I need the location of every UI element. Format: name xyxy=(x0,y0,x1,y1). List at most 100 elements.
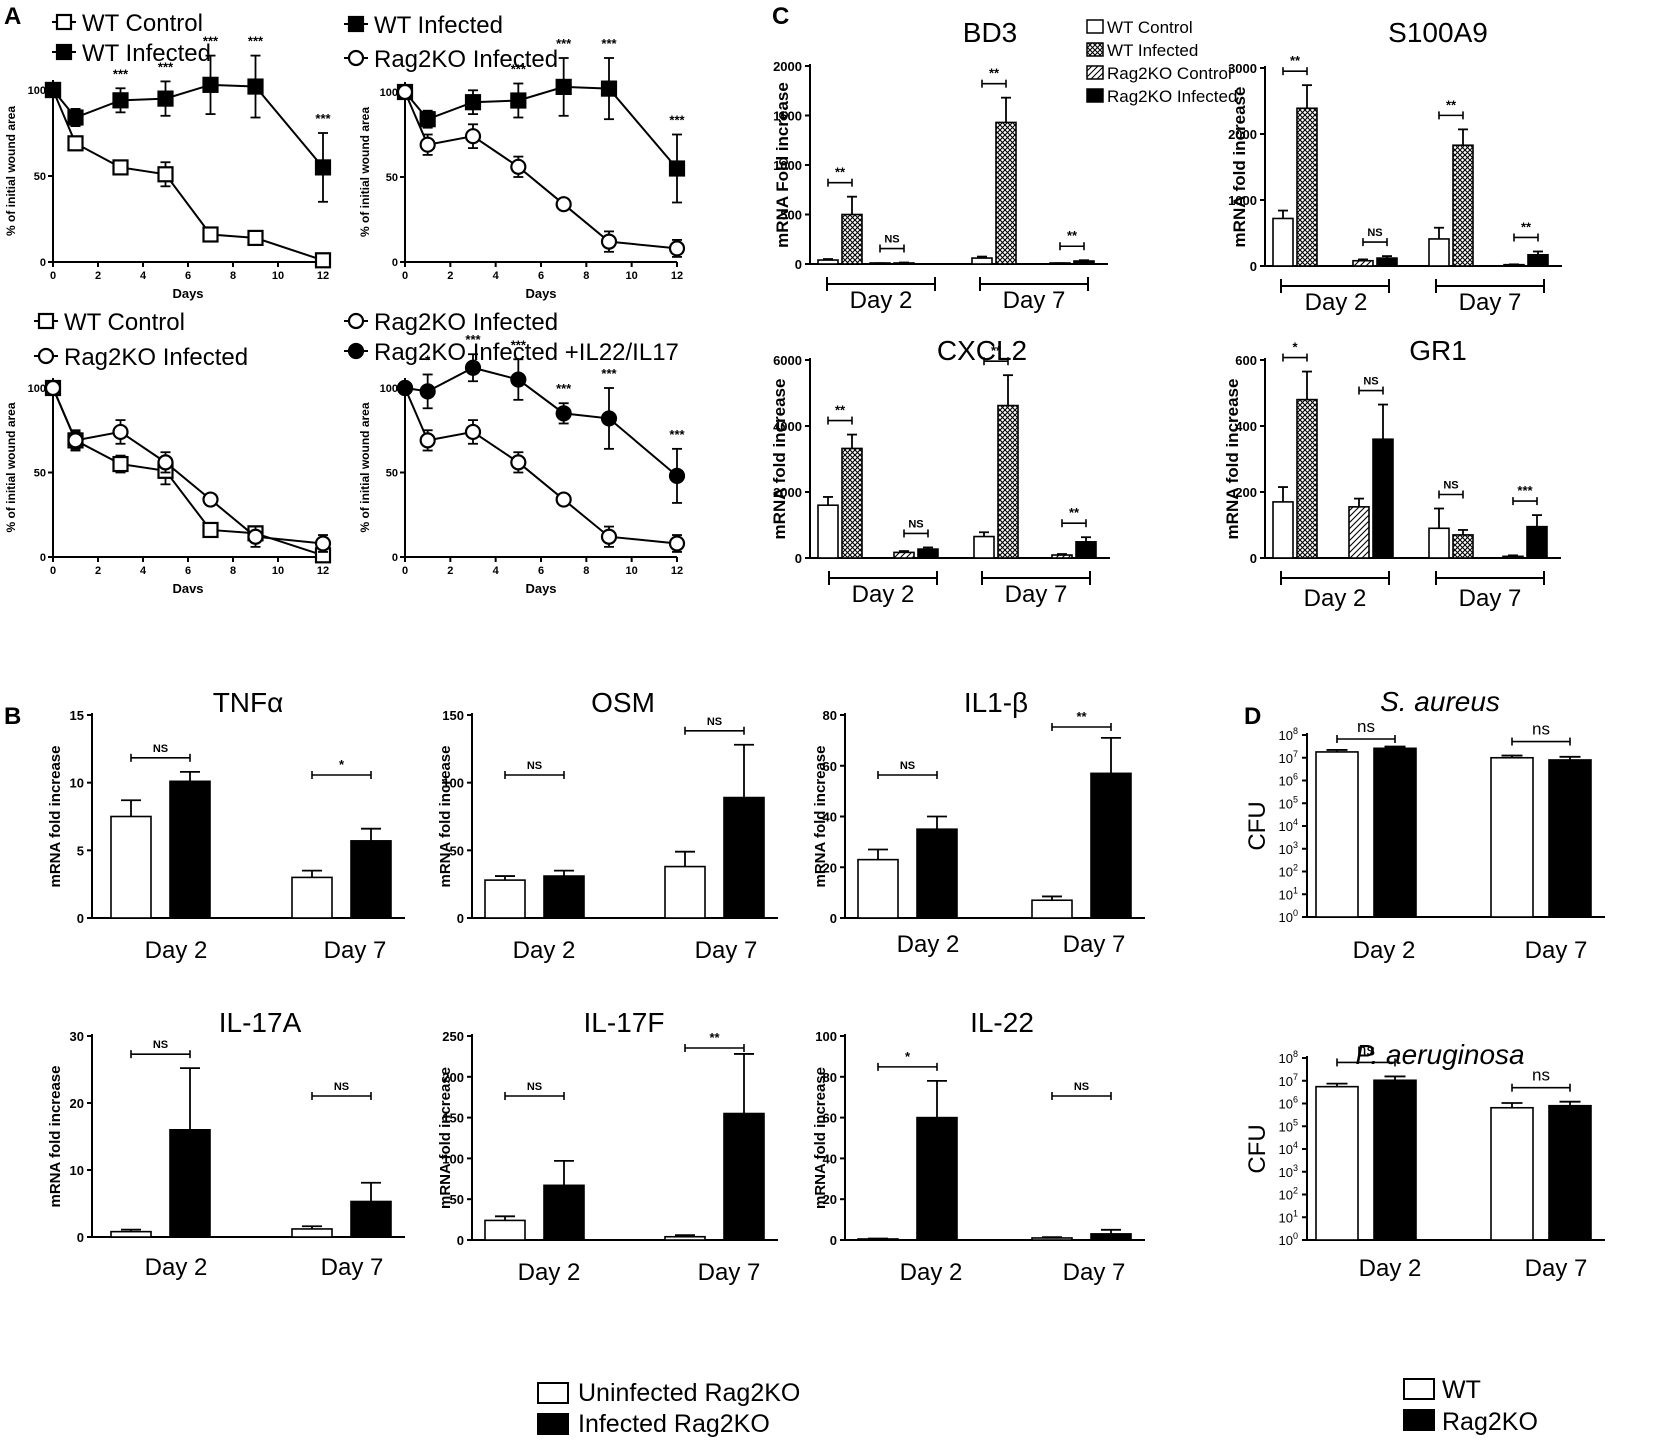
bar xyxy=(841,213,863,265)
bar xyxy=(291,1228,333,1238)
x-tick-label: 2 xyxy=(447,565,453,577)
data-point xyxy=(112,423,129,441)
y-tick-label: 100 xyxy=(380,383,398,395)
bar xyxy=(664,865,706,919)
series-wt-control xyxy=(44,81,332,269)
y-tick-label: 105 xyxy=(1279,1117,1298,1134)
group-label: Day 2 xyxy=(850,287,913,314)
y-axis-label: % of initial wound area xyxy=(4,106,18,236)
y-axis-label: % of initial wound area xyxy=(358,402,372,532)
y-tick-label: 10 xyxy=(70,776,84,791)
y-tick-label: 80 xyxy=(823,708,837,723)
bar xyxy=(971,257,993,265)
series-rag2ko-infected-il22-il17 xyxy=(396,353,686,504)
legend-label: Rag2KO Infected xyxy=(374,309,558,336)
data-point xyxy=(555,196,572,213)
bar-chart-c-s100a9: 0 1000 2000 3000 S100A9 mRNA fold increase ** N… xyxy=(1228,17,1562,316)
bar xyxy=(973,535,995,559)
group-label: Day 2 xyxy=(1353,937,1416,964)
sig-label: NS xyxy=(1074,1081,1089,1093)
y-tick-label: 103 xyxy=(1279,840,1298,857)
significance-label: *** xyxy=(556,36,572,51)
bar xyxy=(110,815,152,919)
chart-title: P. aeruginosa xyxy=(1355,1039,1524,1070)
chart-title: BD3 xyxy=(963,17,1017,48)
y-axis-label: CFU xyxy=(1244,1124,1271,1173)
legend-marker xyxy=(37,347,55,365)
line-chart-a1: 0 50 100 0 2 4 6 8 10 12 Days % of initial wound ar… xyxy=(4,10,332,301)
sig-label: ** xyxy=(1067,228,1078,243)
data-point xyxy=(600,410,618,427)
data-point xyxy=(668,240,686,257)
x-tick-label: 4 xyxy=(493,565,500,577)
data-point xyxy=(247,528,264,545)
group-label: Day 2 xyxy=(518,1259,581,1286)
y-tick-label: 105 xyxy=(1279,794,1298,811)
series-line xyxy=(52,89,324,262)
data-point xyxy=(314,252,332,269)
series-line xyxy=(404,366,678,477)
bar xyxy=(1296,398,1318,559)
data-point xyxy=(314,535,332,552)
x-tick-label: 8 xyxy=(230,270,236,282)
legend-swatch xyxy=(1086,65,1104,80)
y-tick-label: 60 xyxy=(823,759,837,774)
x-tick-label: 8 xyxy=(230,565,236,577)
group-label: Day 7 xyxy=(695,937,758,964)
x-tick-label: 2 xyxy=(95,565,101,577)
panel-label-c: C xyxy=(772,3,789,30)
y-tick-label: 100 xyxy=(442,1151,464,1166)
legend-marker xyxy=(347,312,365,330)
series-wt-infected xyxy=(44,54,332,203)
y-tick-label: 50 xyxy=(34,468,46,480)
bar xyxy=(997,404,1019,559)
bar xyxy=(1090,1233,1132,1241)
panel-label-a: A xyxy=(4,3,21,30)
legend-label-wt: WT xyxy=(1442,1376,1481,1404)
data-point xyxy=(112,92,129,109)
legend-label: WT Infected xyxy=(82,40,211,67)
y-tick-label: 250 xyxy=(442,1029,464,1044)
y-tick-label: 600 xyxy=(1235,353,1257,368)
bar xyxy=(869,262,891,265)
bar xyxy=(1373,1079,1417,1241)
y-tick-label: 0 xyxy=(392,552,398,564)
bar xyxy=(1272,501,1294,559)
bar xyxy=(917,548,939,559)
x-axis-label: Days xyxy=(525,286,556,301)
x-tick-label: 12 xyxy=(317,270,329,282)
significance-label: *** xyxy=(465,332,481,347)
legend-swatch-rag2ko xyxy=(1403,1409,1435,1431)
y-tick-label: 0 xyxy=(830,911,837,926)
significance-label: *** xyxy=(511,337,527,352)
group-label: Day 7 xyxy=(1063,1259,1126,1286)
bar xyxy=(1272,217,1294,267)
x-tick-label: 12 xyxy=(671,270,683,282)
sig-label: NS xyxy=(1367,227,1382,239)
y-tick-label: 100 xyxy=(28,383,46,395)
y-tick-label: 1000 xyxy=(1228,193,1257,208)
legend-label: Rag2KO Infected xyxy=(1107,87,1237,106)
legend-marker xyxy=(55,13,73,31)
x-tick-label: 6 xyxy=(538,270,544,282)
y-tick-label: 101 xyxy=(1279,1208,1298,1225)
series-rag2ko-infected xyxy=(44,379,332,553)
y-axis-label: mRNA fold increase xyxy=(1223,379,1242,540)
data-point xyxy=(44,379,62,397)
y-tick-label: 10 xyxy=(70,1163,84,1178)
legend-label: WT Infected xyxy=(374,12,503,39)
sig-label: ** xyxy=(991,343,1002,358)
data-point xyxy=(600,233,618,250)
group-label: Day 2 xyxy=(1359,1255,1422,1282)
bar xyxy=(484,879,526,919)
sig-label: * xyxy=(905,1049,911,1064)
x-axis-label: Days xyxy=(525,581,556,596)
line-chart-a2: 0 50 100 0 2 4 6 8 10 12 Days % of initial wound ar… xyxy=(344,12,686,301)
bar-chart-b-tnfa: 0 5 10 15 TNFα mRNA fold increase NS * Day 2 Day … xyxy=(47,687,405,964)
legend-swatch-uninfected xyxy=(537,1382,569,1404)
bar xyxy=(995,121,1017,265)
y-axis-label: mRNA fold increase xyxy=(812,746,829,888)
group-label: Day 7 xyxy=(1459,585,1522,612)
series-line xyxy=(404,387,678,545)
data-point xyxy=(396,83,414,101)
